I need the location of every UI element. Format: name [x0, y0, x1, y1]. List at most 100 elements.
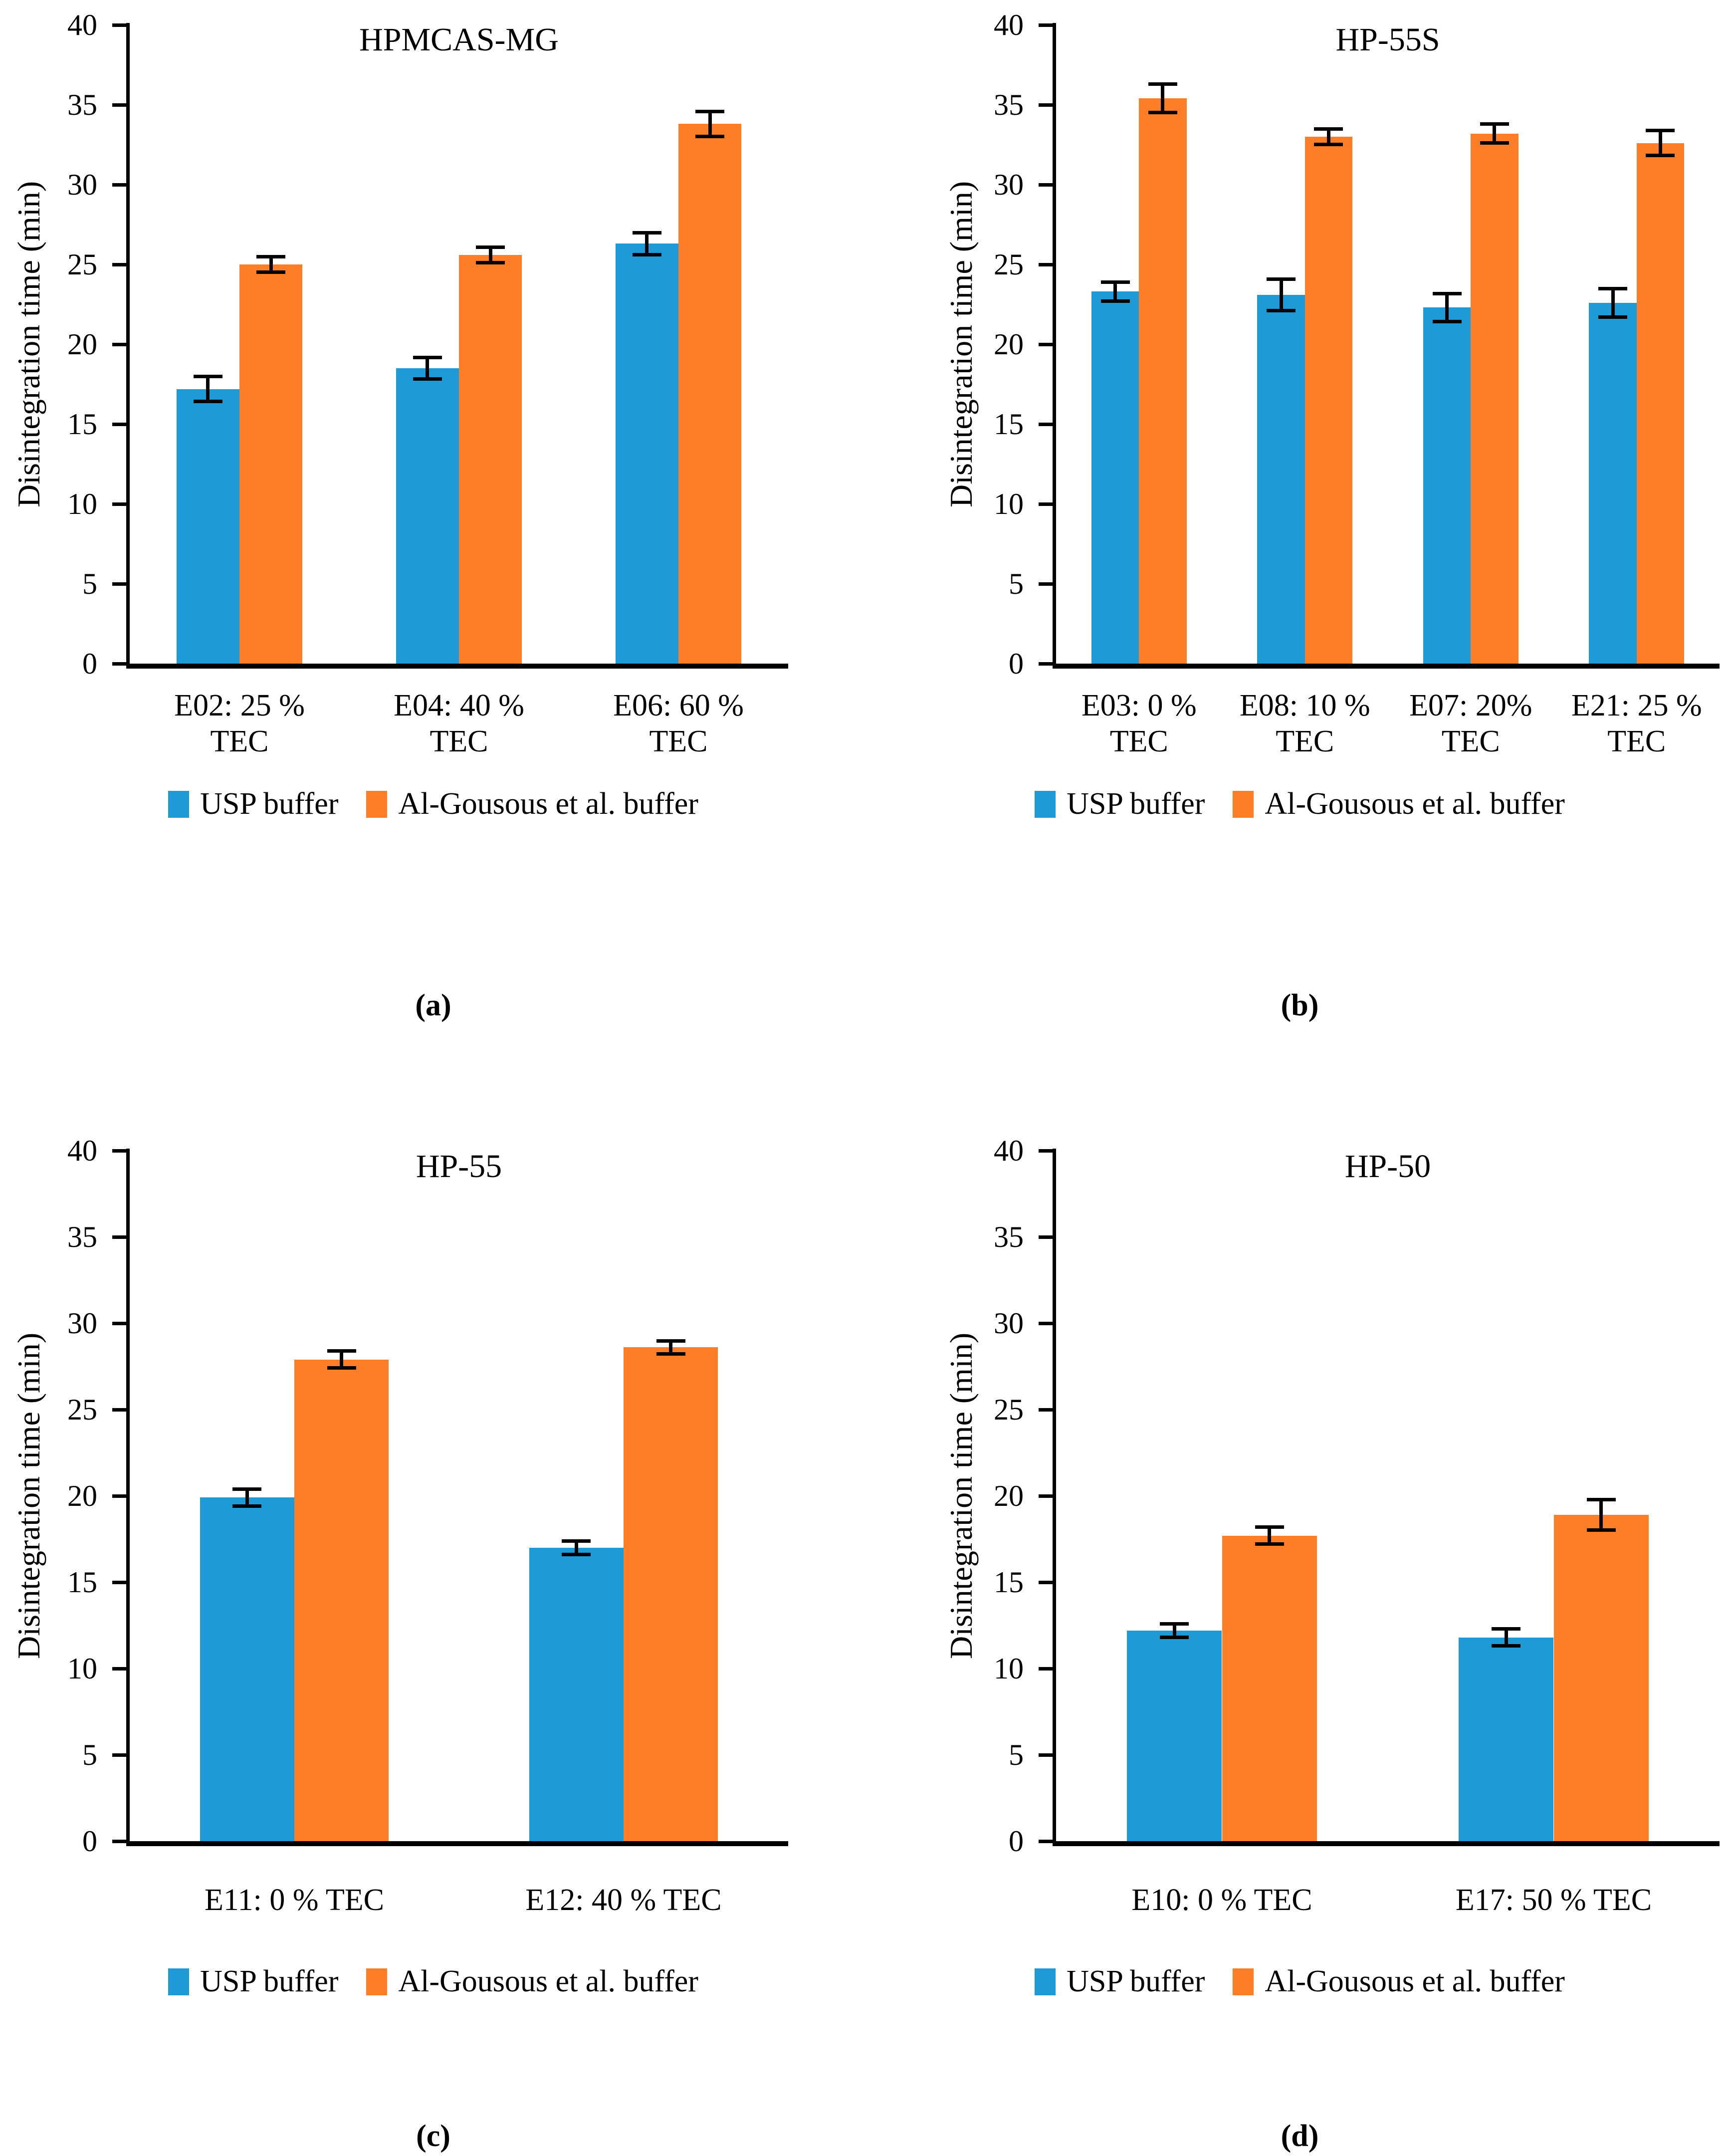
y-tick-label: 20 — [67, 328, 97, 361]
error-bar-line — [1599, 1499, 1603, 1531]
error-bar-cap-top — [1255, 1525, 1284, 1529]
y-tick-label: 30 — [67, 168, 97, 201]
legend: USP buffer Al-Gousous et al. buffer — [0, 786, 866, 822]
y-tick-mark — [112, 502, 126, 506]
x-axis-label: TEC — [1441, 724, 1500, 758]
y-tick-mark — [1039, 1581, 1053, 1584]
y-tick-label: 15 — [994, 1566, 1024, 1599]
x-axis-line — [126, 1841, 788, 1846]
y-tick-label: 10 — [994, 1652, 1024, 1685]
y-tick-mark — [112, 23, 126, 27]
error-bar-cap-top — [656, 1339, 685, 1343]
y-tick-mark — [1039, 662, 1053, 666]
y-tick-label: 35 — [994, 1220, 1024, 1253]
al-gousous-buffer-swatch-icon — [366, 1968, 388, 1995]
y-tick-mark — [1039, 1149, 1053, 1153]
error-bar-cap-bottom — [327, 1366, 356, 1370]
error-bar-cap-bottom — [1100, 299, 1130, 303]
error-bar-cap-top — [1100, 280, 1130, 284]
usp-buffer-swatch-icon — [1035, 790, 1056, 818]
chart-title: HP-50 — [1344, 1148, 1431, 1185]
error-bar-line — [1326, 129, 1330, 145]
error-bar-line — [1268, 1527, 1272, 1544]
bar-al-gousous-buffer — [1553, 1515, 1649, 1841]
x-axis-label: E10: 0 % TEC — [1131, 1883, 1312, 1917]
error-bar-line — [1611, 288, 1615, 317]
error-bar-cap-top — [1267, 277, 1296, 281]
y-tick-mark — [1039, 1840, 1053, 1843]
error-bar-cap-bottom — [1598, 315, 1628, 319]
y-tick-label: 5 — [82, 567, 97, 600]
y-axis-line — [126, 23, 130, 669]
legend-item-usp-buffer: USP buffer — [168, 786, 338, 822]
y-tick-label: 25 — [994, 248, 1024, 281]
bar-usp-buffer — [1257, 294, 1305, 664]
bar-usp-buffer — [1423, 307, 1471, 664]
y-tick-mark — [1039, 1322, 1053, 1325]
error-bar-cap-bottom — [656, 1352, 685, 1356]
panel-caption: (b) — [1281, 988, 1319, 1022]
error-bar-cap-top — [193, 375, 222, 378]
error-bar-cap-top — [1598, 287, 1628, 290]
error-bar-line — [1504, 1629, 1508, 1646]
bar-al-gousous-buffer — [294, 1359, 389, 1841]
y-tick-mark — [1039, 1235, 1053, 1239]
y-tick-label: 40 — [994, 1134, 1024, 1167]
y-tick-label: 40 — [67, 8, 97, 41]
y-tick-mark — [112, 103, 126, 107]
error-bar-line — [269, 256, 273, 272]
error-bar-line — [1658, 130, 1662, 156]
panel-a: HPMCAS-MG Disintegration time (min) 0 5 10… — [0, 0, 866, 1078]
legend-item-al-gousous-buffer: Al-Gousous et al. buffer — [366, 1964, 698, 1999]
panel-caption: (c) — [416, 2119, 450, 2153]
error-bar-line — [574, 1540, 578, 1555]
bar-usp-buffer — [200, 1497, 294, 1841]
error-bar-line — [1445, 293, 1449, 322]
error-bar-cap-top — [1432, 291, 1462, 295]
bar-usp-buffer — [615, 243, 678, 664]
y-tick-label: 40 — [67, 1134, 97, 1167]
error-bar-line — [1161, 84, 1165, 113]
x-axis-label: TEC — [430, 724, 488, 758]
bar-usp-buffer — [396, 368, 459, 664]
chart-title: HP-55S — [1335, 21, 1440, 58]
y-tick-mark — [112, 1235, 126, 1239]
y-tick-mark — [112, 263, 126, 266]
y-tick-mark — [112, 662, 126, 666]
y-tick-label: 15 — [994, 408, 1024, 441]
bar-al-gousous-buffer — [1139, 98, 1187, 664]
error-bar-cap-bottom — [232, 1504, 262, 1508]
y-tick-label: 20 — [67, 1479, 97, 1512]
y-tick-mark — [112, 183, 126, 187]
y-tick-mark — [1039, 423, 1053, 426]
error-bar-line — [1493, 124, 1497, 143]
legend: USP buffer Al-Gousous et al. buffer — [866, 786, 1733, 822]
bar-al-gousous-buffer — [459, 254, 522, 664]
error-bar-cap-top — [632, 231, 661, 235]
bar-usp-buffer — [1458, 1637, 1554, 1841]
y-tick-label: 0 — [1009, 647, 1024, 680]
error-bar-line — [488, 246, 492, 263]
y-tick-label: 5 — [1009, 567, 1024, 600]
bar-al-gousous-buffer — [1304, 137, 1353, 664]
error-bar-cap-top — [1148, 82, 1177, 86]
panel-caption: (d) — [1281, 2119, 1319, 2153]
x-axis-label: E11: 0 % TEC — [205, 1883, 384, 1917]
y-tick-mark — [112, 1753, 126, 1757]
bar-usp-buffer — [176, 389, 239, 664]
error-bar-cap-top — [256, 255, 286, 258]
error-bar-line — [426, 357, 430, 380]
y-tick-mark — [1039, 263, 1053, 266]
error-bar-cap-bottom — [1255, 1542, 1284, 1546]
y-tick-mark — [112, 343, 126, 346]
x-axis-label: TEC — [1276, 724, 1334, 758]
legend-label: USP buffer — [200, 1964, 339, 1998]
error-bar-cap-bottom — [256, 270, 286, 274]
legend-label: USP buffer — [1067, 787, 1205, 821]
bar-usp-buffer — [1126, 1630, 1222, 1841]
error-bar-cap-top — [232, 1487, 262, 1491]
y-tick-label: 25 — [67, 1393, 97, 1426]
panel-caption: (a) — [415, 988, 451, 1022]
error-bar-cap-bottom — [1267, 308, 1296, 312]
